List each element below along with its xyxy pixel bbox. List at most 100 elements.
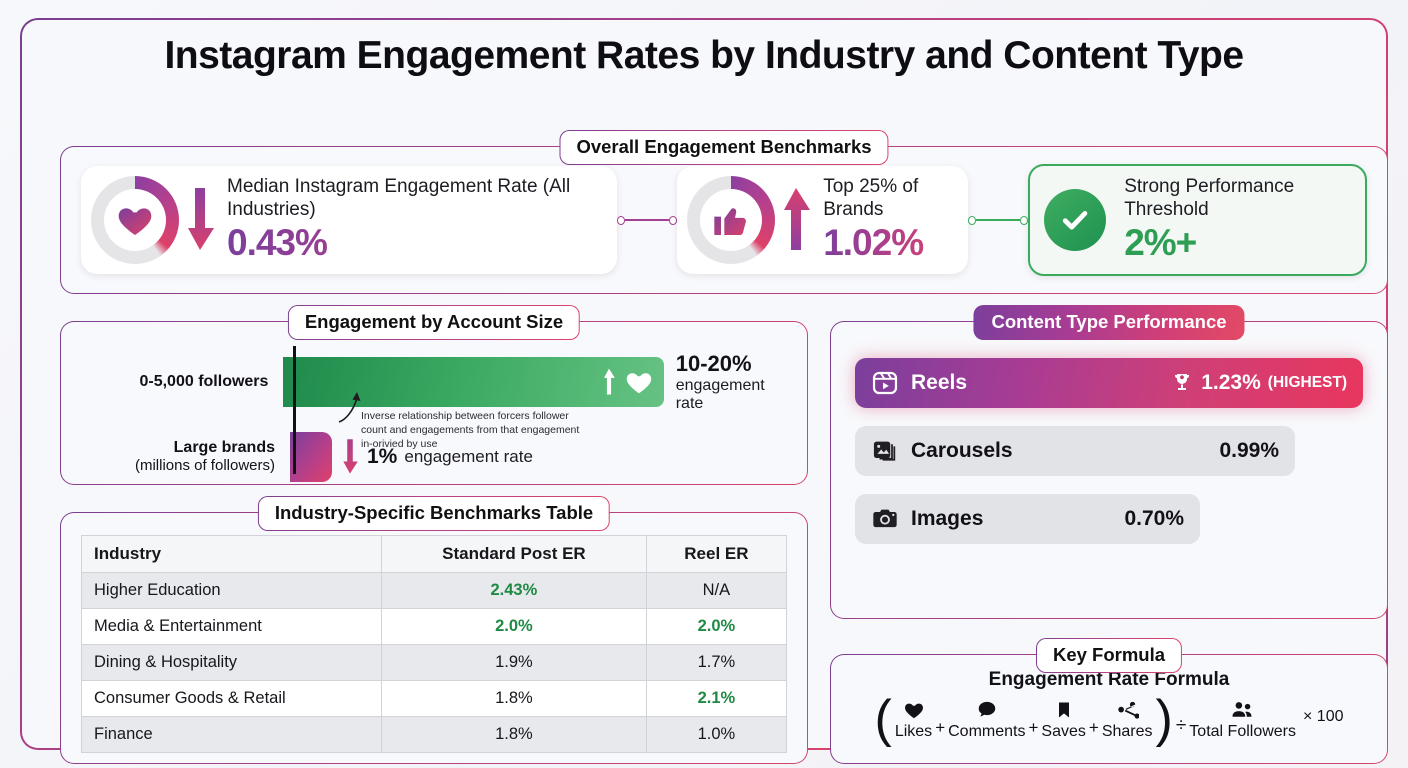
- benchmark-label: Top 25% of Brands: [823, 176, 919, 220]
- paren-close: ): [1155, 690, 1173, 749]
- bar-green[interactable]: [283, 357, 664, 408]
- content-type-name: Images: [911, 507, 984, 530]
- cell-industry: Consumer Goods & Retail: [81, 680, 382, 717]
- benchmark-card-threshold[interactable]: Strong Performance Threshold 2%+: [1028, 164, 1367, 276]
- camera-icon: [873, 509, 897, 528]
- bar-category-main: Large brands: [173, 439, 275, 457]
- content-type-name: Reels: [911, 371, 968, 394]
- carousel-icon: [873, 441, 896, 461]
- bar-value-sub: engagement rate: [675, 376, 765, 412]
- benchmark-value: 2%+: [1124, 221, 1197, 263]
- formula-term-saves: Saves: [1041, 697, 1086, 740]
- operator-plus: +: [1088, 718, 1099, 737]
- benchmark-label: Median Instagram Engagement Rate (All In…: [227, 176, 571, 220]
- content-type-panel: Content Type Performance Reels: [830, 305, 1388, 619]
- content-type-value: 1.23%: [1201, 371, 1261, 394]
- formula-term-likes: Likes: [895, 697, 932, 740]
- formula-term-label: Comments: [948, 723, 1026, 740]
- bar-value: 1%: [367, 445, 398, 469]
- account-size-heading: Engagement by Account Size: [288, 305, 580, 340]
- bar-value: 10-20%: [675, 351, 752, 376]
- reels-icon: [872, 371, 898, 395]
- bar-category-label: 0-5,000 followers: [139, 373, 269, 391]
- formula-denominator-label: Total Followers: [1189, 723, 1296, 740]
- benchmark-value: 1.02%: [823, 222, 950, 264]
- bar-value-note: 1% engagement rate: [340, 437, 533, 477]
- cell-reel-er: N/A: [645, 572, 788, 609]
- formula-term-shares: Shares: [1102, 697, 1153, 740]
- trophy-icon: [1175, 374, 1190, 390]
- donut-ring: [91, 176, 179, 264]
- formula-term-comments: Comments: [948, 697, 1025, 740]
- cell-standard-er: 1.8%: [381, 680, 647, 717]
- share-icon: [1115, 697, 1140, 721]
- content-type-name: Carousels: [911, 439, 1013, 462]
- cell-standard-er: 2.43%: [381, 572, 647, 609]
- formula-title: Engagement Rate Formula: [988, 669, 1230, 690]
- cell-reel-er: 2.1%: [645, 680, 788, 717]
- bar-pink[interactable]: [290, 432, 332, 483]
- bar-category-sub: (millions of followers): [134, 457, 275, 475]
- people-icon: [1228, 697, 1258, 721]
- content-type-bar-reels[interactable]: Reels 1.23% (HIGHEST): [855, 358, 1363, 408]
- check-icon: [1063, 211, 1088, 230]
- heart-icon: [626, 373, 651, 394]
- column-header-standard-post-er: Standard Post ER: [381, 535, 647, 573]
- table-row: Finance 1.8% 1.0%: [81, 716, 788, 753]
- formula-panel: Key Formula Engagement Rate Formula ( Li…: [830, 644, 1388, 764]
- benchmark-card-median[interactable]: Median Instagram Engagement Rate (All In…: [81, 166, 617, 274]
- cell-standard-er: 1.9%: [381, 644, 647, 681]
- cell-industry: Dining & Hospitality: [81, 644, 382, 681]
- check-circle-icon: [1044, 189, 1107, 251]
- formula-expression: ( Likes + Comments +: [831, 690, 1387, 749]
- donut-ring: [687, 176, 776, 264]
- cell-reel-er: 1.0%: [645, 716, 788, 753]
- content-type-bar-images[interactable]: Images 0.70%: [855, 494, 1200, 544]
- content-type-value: 0.99%: [1219, 439, 1279, 462]
- content-type-badge: (HIGHEST): [1267, 374, 1347, 391]
- cell-reel-er: 1.7%: [645, 644, 788, 681]
- cell-standard-er: 1.8%: [381, 716, 647, 753]
- cell-industry: Media & Entertainment: [81, 608, 382, 645]
- up-arrow-icon: [603, 368, 615, 395]
- connector-dot: [616, 215, 626, 225]
- cell-industry: Higher Education: [81, 572, 382, 609]
- account-size-panel: Engagement by Account Size 0-5,000 follo…: [60, 311, 808, 485]
- operator-plus: +: [1028, 718, 1039, 737]
- heart-icon: [118, 208, 152, 235]
- bar-value-note: 10-20% engagement rate: [675, 351, 793, 412]
- bar-row-large-brands: Large brands (millions of followers) 1% …: [61, 432, 793, 483]
- table-row: Consumer Goods & Retail 1.8% 2.1%: [81, 680, 788, 717]
- formula-multiplier: × 100: [1303, 708, 1344, 725]
- bar-category-label: Large brands (millions of followers): [61, 439, 287, 476]
- formula-heading: Key Formula: [1036, 638, 1182, 673]
- table-row: Media & Entertainment 2.0% 2.0%: [81, 608, 788, 645]
- operator-divide: ÷: [1175, 715, 1187, 736]
- comment-icon: [975, 697, 999, 721]
- benchmarks-panel: Overall Engagement Benchmarks: [60, 136, 1388, 294]
- formula-term-label: Likes: [894, 723, 933, 740]
- formula-term-label: Saves: [1041, 723, 1086, 740]
- column-header-industry: Industry: [81, 535, 382, 573]
- formula-denominator: Total Followers: [1189, 697, 1296, 740]
- formula-term-label: Shares: [1101, 723, 1153, 740]
- bookmark-icon: [1054, 697, 1074, 721]
- industry-table-panel: Industry-Specific Benchmarks Table Indus…: [60, 502, 808, 764]
- connector-dot: [669, 215, 678, 225]
- bar-value-sub: engagement rate: [404, 447, 533, 467]
- heart-icon: [902, 697, 926, 721]
- content-type-heading: Content Type Performance: [973, 305, 1245, 340]
- content-type-bar-carousels[interactable]: Carousels 0.99%: [855, 426, 1295, 476]
- content-type-value: 0.70%: [1124, 507, 1184, 530]
- benchmark-card-top25[interactable]: Top 25% of Brands 1.02%: [677, 166, 968, 274]
- down-arrow-icon: [343, 439, 358, 475]
- paren-open: (: [874, 690, 892, 749]
- table-row: Dining & Hospitality 1.9% 1.7%: [81, 644, 788, 681]
- industry-benchmarks-table: Industry Standard Post ER Reel ER Higher…: [81, 535, 788, 753]
- annotation-arrow-icon: [338, 392, 361, 423]
- chart-axis: [293, 346, 296, 474]
- connector-dot: [1020, 215, 1029, 225]
- cell-reel-er: 2.0%: [645, 608, 788, 645]
- down-arrow-icon: [188, 188, 214, 250]
